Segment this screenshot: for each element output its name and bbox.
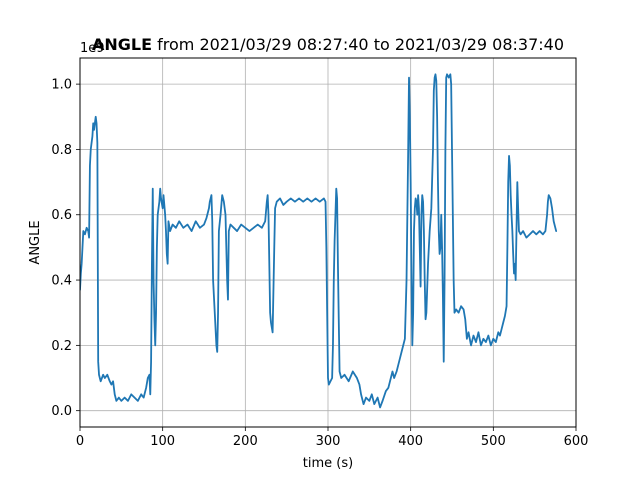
x-tick-label: 500	[481, 434, 506, 449]
chart-title-bold: ANGLE	[92, 35, 152, 54]
x-tick-label: 400	[398, 434, 423, 449]
y-tick-label: 0.8	[51, 143, 72, 158]
x-tick-label: 600	[564, 434, 589, 449]
y-tick-label: 1.0	[51, 78, 72, 93]
y-offset-text: 1e9	[80, 41, 105, 56]
axis-ticks: 0 100 200 300 400 500 600 0.0 0.2 0.4 0.6 0.8 1.0	[51, 78, 588, 449]
y-axis-label: ANGLE	[28, 220, 43, 264]
data-series	[80, 73, 558, 409]
x-tick-label: 100	[150, 434, 175, 449]
x-tick-label: 0	[76, 434, 84, 449]
x-axis-label: time (s)	[303, 456, 353, 471]
angle-series-line	[80, 73, 558, 409]
chart-title-rest: from 2021/03/29 08:27:40 to 2021/03/29 0…	[152, 35, 564, 54]
x-tick-label: 300	[316, 434, 341, 449]
chart-title: ANGLE from 2021/03/29 08:27:40 to 2021/0…	[92, 35, 564, 54]
y-tick-label: 0.4	[51, 274, 72, 289]
y-tick-label: 0.2	[51, 339, 72, 354]
y-tick-label: 0.6	[51, 208, 72, 223]
x-tick-label: 200	[233, 434, 258, 449]
y-tick-label: 0.0	[51, 404, 72, 419]
